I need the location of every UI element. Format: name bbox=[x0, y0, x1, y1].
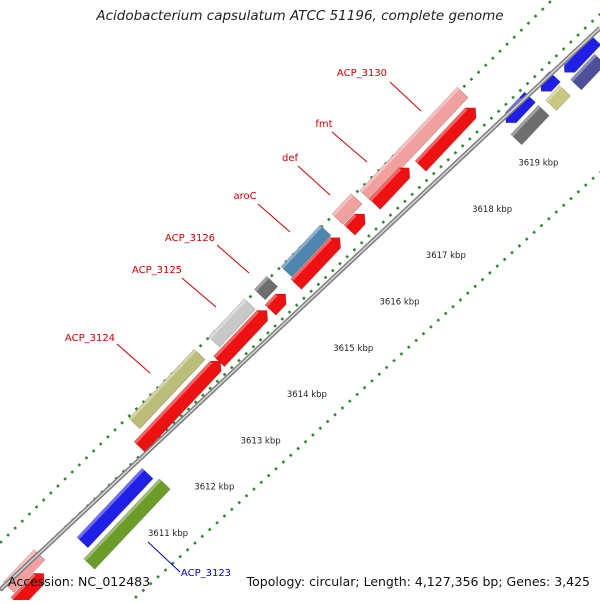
gene-label: ACP_3123 bbox=[181, 568, 231, 579]
gene-feature bbox=[83, 478, 171, 570]
gene-feature bbox=[133, 360, 222, 453]
tick-dot-line bbox=[0, 0, 553, 544]
gene-label: ACP_3124 bbox=[65, 333, 115, 344]
genome-backbone bbox=[0, 26, 600, 592]
gene-feature bbox=[10, 573, 45, 604]
gene-feature bbox=[414, 107, 477, 172]
gene-feature bbox=[510, 104, 550, 146]
gene-label: fmt bbox=[315, 119, 332, 130]
gene-feature bbox=[368, 167, 411, 210]
gene-label-leader bbox=[181, 277, 217, 308]
gene-feature bbox=[331, 193, 363, 225]
gene-feature bbox=[253, 275, 279, 301]
gene-feature bbox=[570, 53, 600, 91]
gene-feature bbox=[128, 348, 206, 430]
gene-feature bbox=[545, 85, 571, 111]
scale-labels: 3611 kbp 3612 kbp 3613 kbp 3614 kbp 3615 kbp… bbox=[148, 159, 558, 539]
genome-summary-text: Topology: circular; Length: 4,127,356 bp… bbox=[246, 574, 590, 589]
gene-label-leader bbox=[116, 343, 151, 374]
scale-label: 3613 kbp bbox=[241, 436, 281, 446]
gene-label: def bbox=[282, 153, 299, 164]
scale-label: 3617 kbp bbox=[426, 251, 466, 261]
gene-label-leader bbox=[297, 165, 331, 196]
gene-feature bbox=[76, 467, 154, 549]
gene-label-leader bbox=[331, 131, 368, 163]
scale-label: 3616 kbp bbox=[380, 298, 420, 308]
gene-label-leader bbox=[257, 203, 291, 233]
backbone-highlight bbox=[0, 26, 600, 590]
gene-feature bbox=[264, 293, 287, 316]
gene-label-leader bbox=[147, 541, 181, 573]
scale-label: 3619 kbp bbox=[518, 159, 558, 169]
gene-feature bbox=[208, 298, 256, 348]
scale-label: 3615 kbp bbox=[333, 344, 373, 354]
gene-feature bbox=[359, 86, 469, 202]
gene-label: ACP_3130 bbox=[337, 68, 387, 79]
map-title: Acidobacterium capsulatum ATCC 51196, co… bbox=[96, 8, 504, 24]
gene-feature bbox=[213, 310, 268, 368]
gene-label: aroC bbox=[233, 191, 256, 202]
scale-label: 3611 kbp bbox=[148, 529, 188, 539]
scale-label: 3612 kbp bbox=[194, 483, 234, 493]
gene-features bbox=[2, 34, 600, 604]
gene-label: ACP_3126 bbox=[165, 233, 215, 244]
gene-feature bbox=[280, 224, 332, 278]
gene-feature bbox=[290, 237, 341, 290]
scale-label: 3618 kbp bbox=[472, 205, 512, 215]
accession-text: Accession: NC_012483 bbox=[8, 574, 151, 589]
gene-feature bbox=[343, 213, 366, 236]
gene-label: ACP_3125 bbox=[132, 265, 182, 276]
gene-label-leader bbox=[389, 81, 422, 112]
scale-label: 3614 kbp bbox=[287, 390, 327, 400]
gene-label-leader bbox=[216, 244, 250, 274]
